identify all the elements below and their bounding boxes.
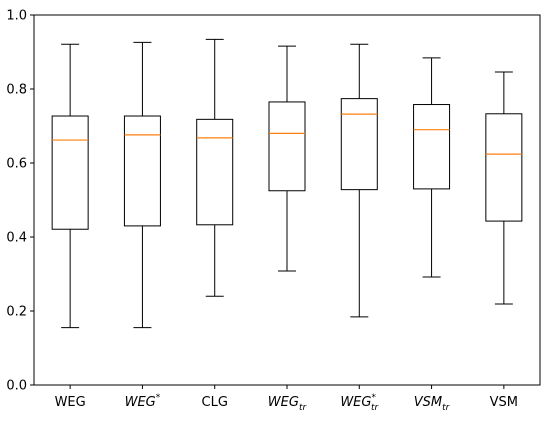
- boxes-layer: [51, 38, 523, 329]
- x-tick-label: CLG: [202, 395, 228, 410]
- box-5: [413, 57, 451, 278]
- box-6: [485, 71, 523, 305]
- iqr-box: [268, 101, 306, 192]
- iqr-box: [123, 115, 161, 227]
- iqr-box: [413, 104, 451, 190]
- x-tick-label: WEG* tr: [340, 393, 379, 413]
- box-1: [123, 41, 161, 329]
- x-tick-label: VSM: [490, 395, 518, 410]
- iqr-box: [340, 98, 378, 191]
- x-tick-label: WEGtr: [268, 395, 308, 413]
- x-tick-label: WEG*: [125, 393, 161, 410]
- x-tick-label: WEG: [55, 395, 86, 410]
- iqr-box: [485, 113, 523, 222]
- box-2: [196, 38, 234, 297]
- y-tick-label: 0.8: [6, 83, 27, 98]
- x-axis: WEG WEG* CLG WEGtr WEG* tr VSMtr VSM: [55, 385, 518, 413]
- y-tick-label: 0.0: [6, 379, 27, 394]
- box-4: [340, 43, 378, 318]
- x-tick-label: VSMtr: [414, 395, 451, 413]
- box-0: [51, 43, 89, 329]
- plot-frame: [33, 14, 541, 386]
- y-tick-label: 1.0: [6, 9, 27, 24]
- y-tick-label: 0.4: [6, 231, 27, 246]
- box-3: [268, 45, 306, 272]
- y-tick-label: 0.6: [6, 157, 27, 172]
- iqr-box: [51, 115, 89, 230]
- iqr-box: [196, 118, 234, 226]
- y-axis: 0.0 0.2 0.4 0.6 0.8 1.0: [6, 9, 34, 394]
- y-tick-label: 0.2: [6, 305, 27, 320]
